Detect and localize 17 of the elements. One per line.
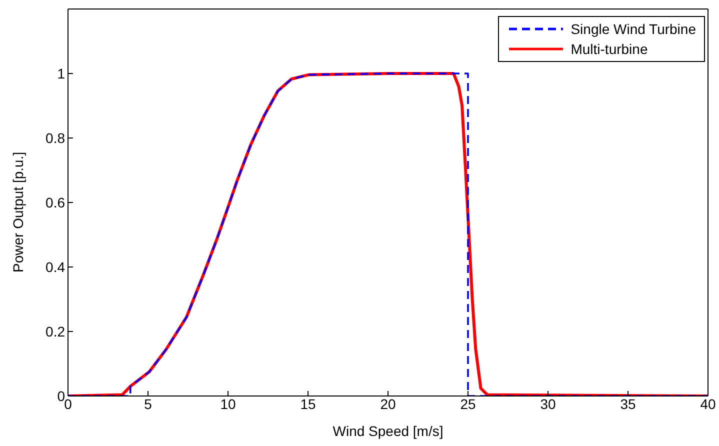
- legend-label: Multi-turbine: [570, 41, 648, 57]
- y-tick-label: 1: [57, 65, 66, 82]
- x-tick-label: 25: [460, 396, 476, 412]
- y-tick-label: 0.4: [46, 258, 66, 275]
- legend-label: Single Wind Turbine: [570, 21, 696, 37]
- y-tick-label: 0.2: [46, 323, 66, 340]
- y-axis-title: Power Output [p.u.]: [10, 152, 26, 272]
- x-tick-label: 15: [300, 396, 316, 412]
- x-tick-label: 20: [380, 396, 396, 412]
- x-tick-label: 30: [540, 396, 556, 412]
- y-tick-label: 0.8: [46, 130, 66, 146]
- x-axis-title: Wind Speed [m/s]: [332, 423, 444, 439]
- x-tick-label: 5: [144, 396, 152, 412]
- x-tick-label: 10: [220, 396, 236, 412]
- x-tick-label: 40: [700, 396, 716, 412]
- y-tick-label: 0.6: [46, 194, 66, 210]
- x-tick-label: 35: [620, 396, 636, 412]
